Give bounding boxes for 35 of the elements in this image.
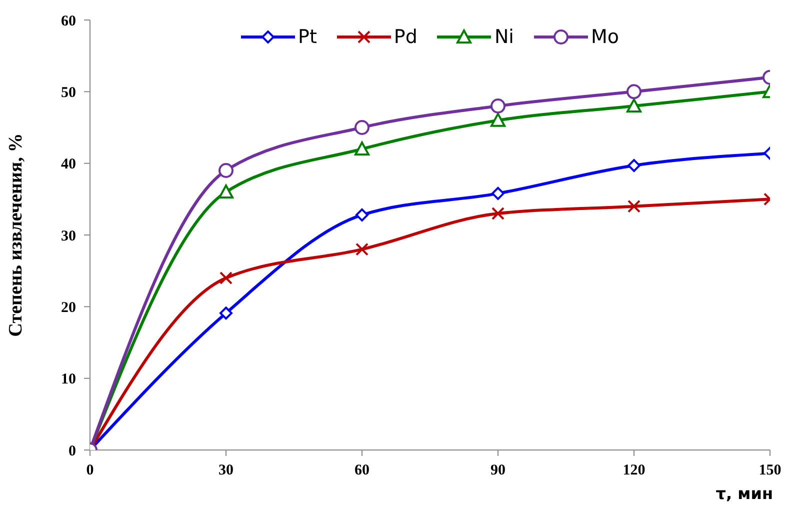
y-tick-label: 60 bbox=[61, 13, 76, 30]
y-axis-title: Степень извлечения, % bbox=[6, 133, 27, 337]
legend-label: Mo bbox=[590, 26, 619, 48]
y-tick-label: 20 bbox=[61, 300, 76, 316]
y-tick-label: 40 bbox=[61, 156, 76, 173]
x-tick-label: 150 bbox=[758, 462, 782, 479]
x-tick-label: 0 bbox=[86, 462, 94, 479]
point bbox=[218, 163, 234, 178]
point bbox=[354, 142, 370, 156]
x-tick-label: 120 bbox=[622, 462, 646, 479]
x-tick-label: 90 bbox=[490, 462, 506, 479]
y-tick-label: 0 bbox=[68, 443, 76, 460]
y-tick-label: 50 bbox=[61, 84, 76, 101]
point bbox=[628, 200, 640, 213]
point bbox=[490, 112, 506, 127]
point bbox=[626, 84, 642, 100]
point bbox=[626, 98, 642, 112]
point bbox=[356, 242, 368, 256]
point bbox=[356, 208, 368, 222]
legend-label: Ni bbox=[494, 26, 514, 48]
point bbox=[628, 158, 640, 172]
y-tick-label: 10 bbox=[61, 372, 76, 388]
x-axis-title: τ, мин bbox=[716, 484, 773, 503]
point bbox=[354, 120, 370, 135]
legend-label: Pd bbox=[394, 26, 418, 48]
point bbox=[218, 184, 234, 198]
point bbox=[490, 98, 506, 114]
point bbox=[492, 207, 504, 220]
legend-label: Pt bbox=[298, 26, 317, 48]
point bbox=[220, 272, 232, 284]
x-tick-label: 30 bbox=[218, 462, 234, 479]
y-tick-label: 30 bbox=[61, 228, 76, 244]
point bbox=[492, 186, 504, 200]
point bbox=[220, 306, 232, 320]
x-tick-label: 60 bbox=[354, 462, 370, 479]
